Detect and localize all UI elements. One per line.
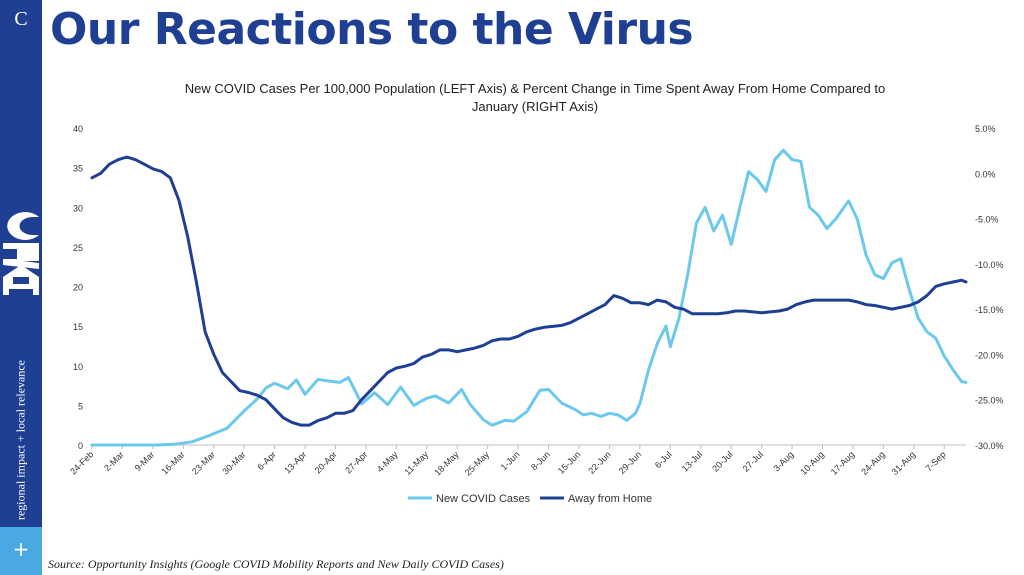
x-axis-tick-label: 25-May	[463, 449, 492, 478]
right-axis-tick-label: -25.0%	[975, 396, 1004, 406]
x-axis-tick-label: 6-Apr	[255, 449, 278, 472]
left-axis-tick-label: 35	[73, 164, 83, 174]
left-axis-tick-label: 20	[73, 283, 83, 293]
x-axis-tick-label: 31-Aug	[890, 449, 918, 477]
source-note: Source: Opportunity Insights (Google COV…	[48, 557, 504, 571]
x-axis-tick-label: 17-Aug	[829, 449, 857, 477]
right-axis-tick-label: -5.0%	[975, 215, 999, 225]
right-axis-tick-label: -20.0%	[975, 350, 1004, 360]
plus-icon: +	[12, 537, 30, 561]
left-axis-tick-label: 25	[73, 243, 83, 253]
left-axis-tick-label: 15	[73, 322, 83, 332]
x-axis-tick-label: 11-May	[402, 449, 430, 477]
right-axis-tick-label: -30.0%	[975, 441, 1004, 451]
x-axis-tick-label: 20-Jul	[710, 449, 734, 473]
x-axis-tick-label: 8-Jun	[529, 449, 552, 472]
x-axis-tick-label: 27-Jul	[741, 449, 765, 473]
x-axis-tick-label: 27-Apr	[343, 449, 369, 475]
x-axis-tick-label: 16-Mar	[159, 449, 186, 476]
chart-title-line1: New COVID Cases Per 100,000 Population (…	[184, 81, 886, 96]
x-axis-tick-label: 13-Apr	[282, 449, 308, 475]
sidebar: C regional impact + local relevance +	[0, 0, 42, 575]
left-axis-tick-label: 40	[73, 124, 83, 134]
page-title: Our Reactions to the Virus	[50, 4, 694, 55]
x-axis-tick-label: 7-Sep	[924, 449, 948, 473]
x-axis-tick-label: 18-May	[432, 449, 461, 478]
left-axis-tick-label: 10	[73, 362, 83, 372]
away-from-home-line	[90, 155, 968, 427]
x-axis-tick-label: 22-Jun	[586, 449, 613, 476]
x-axis-tick-label: 29-Jun	[617, 449, 644, 476]
x-axis-tick-label: 24-Feb	[68, 449, 95, 476]
x-axis-tick-label: 6-Jul	[653, 449, 674, 470]
right-axis-tick-label: -15.0%	[975, 305, 1004, 315]
x-axis-tick-label: 23-Mar	[190, 449, 217, 476]
x-axis-tick-label: 1-Jun	[499, 449, 522, 472]
x-axis-tick-label: 24-Aug	[859, 449, 887, 477]
left-axis-tick-label: 0	[78, 441, 83, 451]
x-axis-tick-label: 10-Aug	[798, 449, 826, 477]
x-axis-tick-label: 13-Jul	[680, 449, 704, 473]
x-axis-tick-label: 15-Jun	[556, 449, 583, 476]
legend-item-cases-label: New COVID Cases	[436, 493, 531, 505]
cases-line	[90, 148, 968, 447]
chart-title: New COVID Cases Per 100,000 Population (…	[120, 80, 950, 116]
left-axis-tick-label: 5	[78, 401, 83, 411]
plus-box: +	[0, 527, 42, 575]
arc-logo	[3, 212, 39, 295]
x-axis-tick-label: 30-Mar	[220, 449, 247, 476]
x-axis-tick-label: 3-Aug	[771, 449, 795, 473]
chart-title-line2: January (RIGHT Axis)	[471, 99, 599, 114]
left-axis-tick-label: 30	[73, 203, 83, 213]
sidebar-letter: C	[14, 8, 28, 30]
right-axis-tick-label: -10.0%	[975, 260, 1004, 270]
x-axis-tick-label: 4-May	[375, 449, 400, 474]
legend-item-away-label: Away from Home	[568, 493, 652, 505]
x-axis-tick-label: 20-Apr	[313, 449, 339, 475]
right-axis-tick-label: 5.0%	[975, 124, 996, 134]
right-axis-tick-label: 0.0%	[975, 169, 996, 179]
x-axis-tick-label: 2-Mar	[102, 449, 126, 473]
x-axis-tick-label: 9-Mar	[133, 449, 157, 473]
